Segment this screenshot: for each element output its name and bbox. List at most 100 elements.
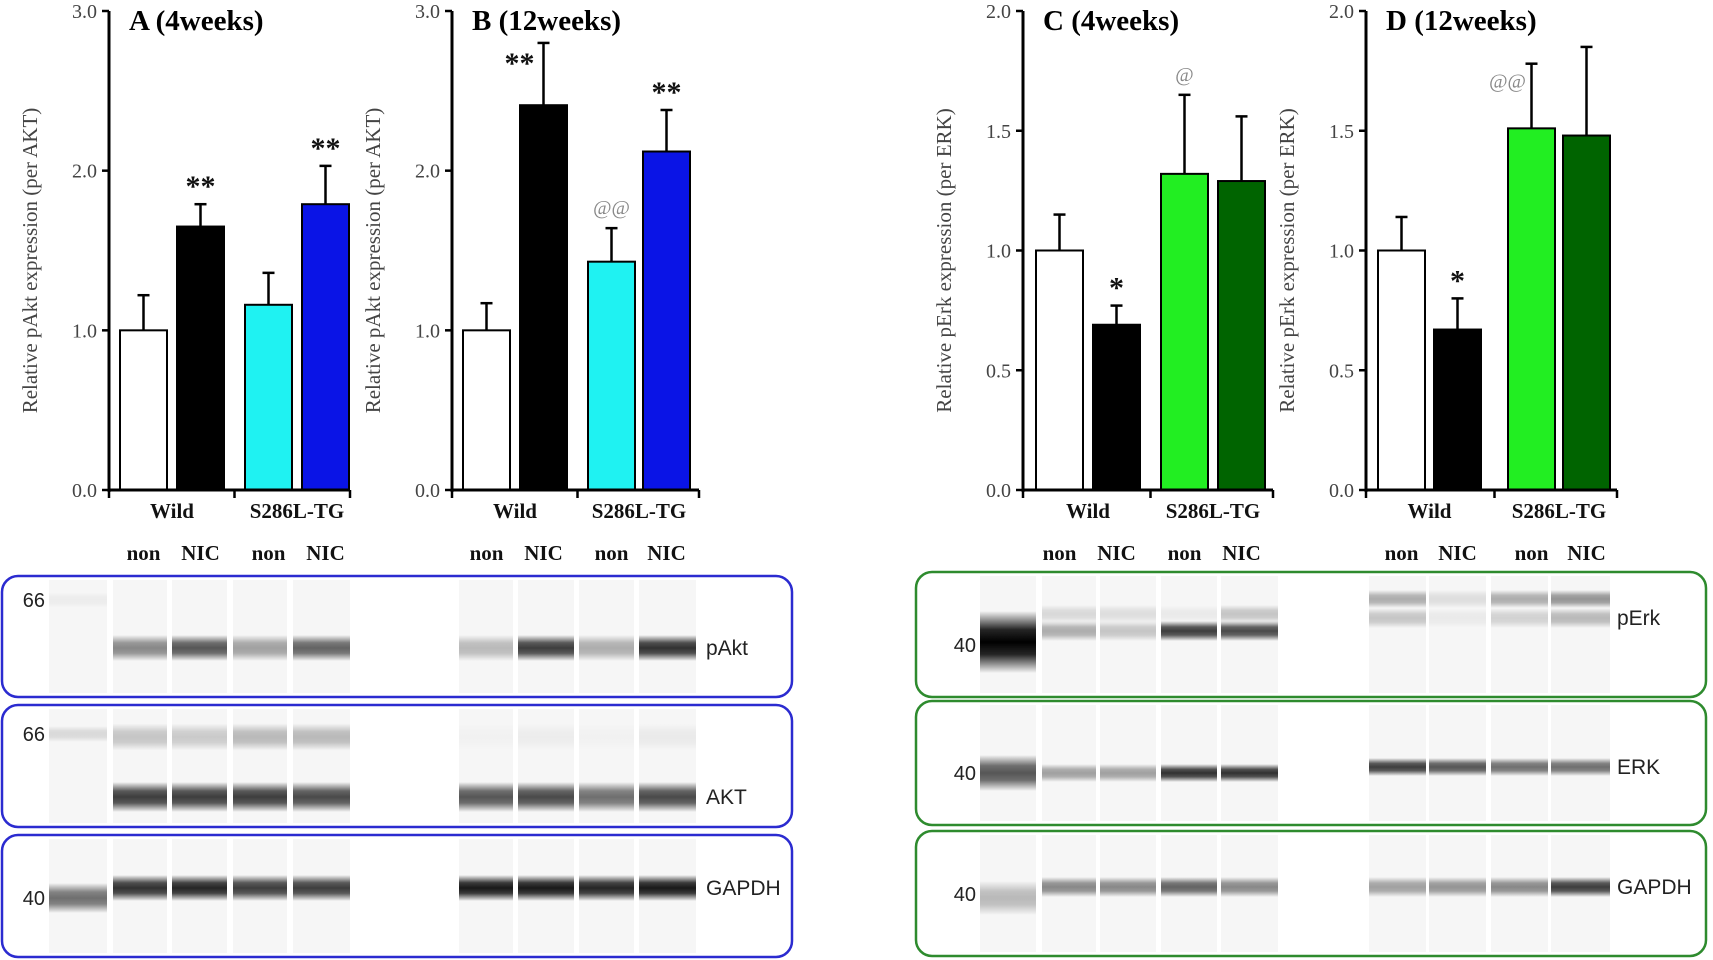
protein-label: GAPDH — [706, 877, 781, 900]
group-label: Wild — [1066, 499, 1110, 523]
ladder-band — [49, 726, 107, 742]
chart-title: B (12weeks) — [472, 5, 621, 37]
protein-band — [233, 782, 287, 812]
upper-band — [1042, 605, 1096, 623]
blot-lane — [1100, 705, 1156, 821]
protein-band — [1551, 608, 1610, 628]
category-label: NIC — [524, 541, 563, 565]
protein-band — [518, 782, 574, 812]
bar — [642, 150, 691, 492]
y-axis-label: Relative pErk expression (per ERK) — [932, 108, 956, 412]
ladder-band — [980, 755, 1036, 791]
protein-band — [172, 635, 227, 661]
protein-band — [1100, 764, 1156, 782]
upper-band — [459, 724, 513, 751]
bar — [244, 303, 293, 491]
category-label: NIC — [181, 541, 220, 565]
mw-marker-label: 40 — [954, 635, 976, 657]
erk-panel: 40 pErk 40 ERK 40 GAPDH — [914, 570, 1708, 958]
blot-lane — [1221, 705, 1278, 821]
protein-band — [233, 875, 287, 901]
protein-band — [1100, 877, 1156, 897]
blot-row-erk: 40 ERK — [914, 699, 1708, 827]
bar — [1562, 134, 1611, 491]
protein-band — [1042, 877, 1096, 897]
protein-band — [1161, 877, 1217, 897]
group-label: S286L-TG — [1512, 499, 1607, 523]
y-tick-label: 3.0 — [415, 1, 440, 23]
chart-d: non * NIC @@ non NIC 0.0 0.5 1.0 1.5 2.0 Wild S286L-… — [1275, 1, 1619, 565]
mw-marker-label: 66 — [23, 590, 45, 612]
protein-band — [579, 875, 634, 901]
upper-band — [293, 723, 350, 751]
significance-label: @@ — [1489, 71, 1526, 93]
category-label: NIC — [306, 541, 345, 565]
y-tick-label: 0.0 — [1329, 480, 1354, 502]
protein-band — [1369, 608, 1426, 628]
upper-band — [1491, 590, 1548, 608]
y-tick-label: 1.0 — [415, 320, 440, 342]
protein-band — [459, 635, 513, 661]
blot-row-akt: 66 AKT — [0, 703, 794, 829]
significance-label: @@ — [593, 197, 630, 219]
bar — [1160, 172, 1209, 492]
protein-label: ERK — [1617, 756, 1660, 779]
bar — [1377, 249, 1426, 491]
blot-lane — [1161, 705, 1217, 821]
protein-band — [1161, 764, 1217, 782]
group-label: Wild — [1408, 499, 1452, 523]
category-label: NIC — [1567, 541, 1606, 565]
y-tick-label: 3.0 — [72, 1, 97, 23]
significance-label: * — [1450, 264, 1465, 297]
blot-lane — [1042, 705, 1096, 821]
bar — [1035, 249, 1084, 491]
bar — [119, 329, 168, 492]
y-tick-label: 2.0 — [986, 1, 1011, 23]
y-tick-label: 0.5 — [986, 360, 1011, 382]
upper-band — [518, 723, 574, 751]
significance-label: ** — [505, 47, 535, 80]
group-label: S286L-TG — [1166, 499, 1261, 523]
protein-band — [459, 782, 513, 812]
blot-row-gapdh: 40 GAPDH — [0, 833, 794, 959]
y-axis-label: Relative pAkt expression (per AKT) — [361, 108, 385, 414]
bar — [176, 225, 225, 492]
protein-band — [172, 782, 227, 812]
bar — [1092, 323, 1141, 491]
y-tick-label: 2.0 — [1329, 1, 1354, 23]
y-tick-label: 1.5 — [1329, 121, 1354, 143]
protein-band — [1429, 877, 1486, 897]
akt-panel: 66 pAkt 66 AKT 40 GAPDH — [0, 574, 794, 959]
protein-label: GAPDH — [1617, 876, 1692, 899]
y-tick-label: 1.5 — [986, 121, 1011, 143]
upper-band — [1100, 605, 1156, 623]
significance-label: ** — [186, 170, 216, 203]
category-label: non — [1043, 541, 1077, 565]
protein-band — [1491, 608, 1548, 628]
category-label: NIC — [1222, 541, 1261, 565]
protein-band — [1221, 764, 1278, 782]
mw-marker-label: 40 — [23, 888, 45, 910]
chart-a: non ** NIC non ** NIC 0.0 1.0 2.0 3.0 Wild S286L-TG… — [18, 1, 352, 565]
protein-band — [459, 875, 513, 901]
category-label: non — [1168, 541, 1202, 565]
upper-band — [1161, 605, 1217, 623]
y-tick-label: 0.5 — [1329, 360, 1354, 382]
protein-band — [113, 875, 167, 901]
bar — [301, 203, 350, 492]
group-label: Wild — [150, 499, 194, 523]
protein-band — [172, 875, 227, 901]
protein-band — [579, 782, 634, 812]
category-label: NIC — [1097, 541, 1136, 565]
protein-band — [1429, 758, 1486, 776]
chart-title: C (4weeks) — [1043, 5, 1179, 37]
protein-band — [293, 782, 350, 812]
group-label: S286L-TG — [250, 499, 345, 523]
upper-band — [639, 723, 696, 751]
upper-band — [233, 723, 287, 751]
protein-band — [639, 635, 696, 661]
y-axis-label: Relative pAkt expression (per AKT) — [18, 108, 42, 414]
bar — [1433, 328, 1482, 491]
protein-band — [1429, 608, 1486, 628]
